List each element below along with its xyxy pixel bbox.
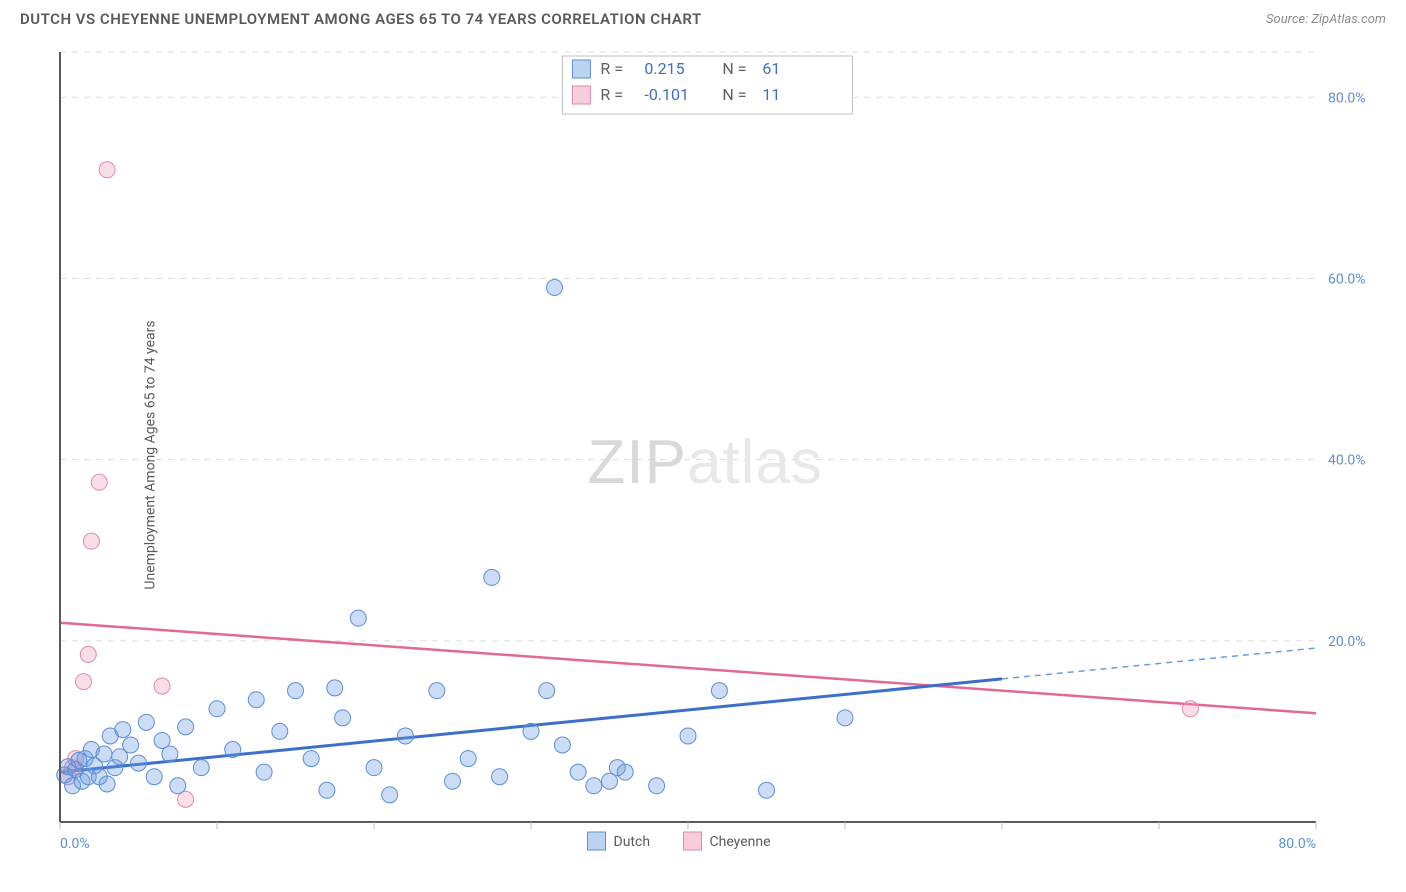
data-point-dutch	[146, 769, 162, 785]
data-point-dutch	[319, 782, 335, 798]
data-point-cheyenne	[91, 474, 107, 490]
y-tick-label: 20.0%	[1328, 634, 1366, 650]
correlation-n-label: N =	[722, 85, 746, 104]
data-point-dutch	[554, 737, 570, 753]
data-point-dutch	[272, 723, 288, 739]
legend-label: Dutch	[614, 834, 651, 850]
trendline-dutch-extrapolated	[1002, 648, 1316, 679]
x-tick-label: 80.0%	[1278, 836, 1316, 852]
data-point-dutch	[397, 728, 413, 744]
y-tick-label: 60.0%	[1328, 271, 1366, 287]
correlation-swatch	[572, 60, 590, 78]
data-point-dutch	[484, 569, 500, 585]
legend-label: Cheyenne	[710, 834, 771, 850]
data-point-dutch	[256, 764, 272, 780]
correlation-r-label: R =	[600, 85, 623, 104]
data-point-dutch	[617, 764, 633, 780]
chart-title: DUTCH VS CHEYENNE UNEMPLOYMENT AMONG AGE…	[20, 10, 702, 28]
data-point-dutch	[649, 778, 665, 794]
data-point-dutch	[570, 764, 586, 780]
correlation-n-value: 11	[762, 85, 780, 104]
legend-swatch	[684, 832, 702, 850]
data-point-dutch	[193, 760, 209, 776]
data-point-dutch	[350, 610, 366, 626]
data-point-dutch	[523, 723, 539, 739]
data-point-dutch	[209, 701, 225, 717]
data-point-dutch	[303, 751, 319, 767]
watermark: ZIPatlas	[588, 428, 823, 497]
data-point-dutch	[162, 746, 178, 762]
data-point-dutch	[138, 714, 154, 730]
data-point-dutch	[837, 710, 853, 726]
data-point-dutch	[96, 746, 112, 762]
data-point-dutch	[382, 787, 398, 803]
correlation-n-label: N =	[722, 59, 746, 78]
correlation-r-value: 0.215	[644, 59, 684, 78]
correlation-r-label: R =	[600, 59, 623, 78]
data-point-dutch	[123, 737, 139, 753]
data-point-cheyenne	[154, 678, 170, 694]
data-point-dutch	[225, 742, 241, 758]
data-point-dutch	[288, 683, 304, 699]
chart-source: Source: ZipAtlas.com	[1266, 12, 1386, 27]
correlation-n-value: 61	[762, 59, 780, 78]
data-point-dutch	[429, 683, 445, 699]
correlation-swatch	[572, 86, 590, 104]
chart-area: Unemployment Among Ages 65 to 74 years Z…	[50, 48, 1386, 862]
data-point-dutch	[115, 722, 131, 738]
correlation-r-value: -0.101	[644, 85, 689, 104]
data-point-dutch	[711, 683, 727, 699]
y-axis-label: Unemployment Among Ages 65 to 74 years	[143, 320, 159, 589]
data-point-dutch	[460, 751, 476, 767]
scatter-chart: ZIPatlas 0.0% 80.0% 20.0% 40.0% 60.0% 80.0% R =…	[50, 48, 1386, 862]
data-point-dutch	[586, 778, 602, 794]
y-tick-label: 80.0%	[1328, 90, 1366, 106]
data-point-dutch	[99, 776, 115, 792]
data-point-cheyenne	[80, 646, 96, 662]
data-point-dutch	[131, 755, 147, 771]
chart-header: DUTCH VS CHEYENNE UNEMPLOYMENT AMONG AGE…	[0, 0, 1406, 34]
data-point-dutch	[445, 773, 461, 789]
data-point-dutch	[178, 719, 194, 735]
data-point-dutch	[366, 760, 382, 776]
legend-swatch	[588, 832, 606, 850]
data-point-cheyenne	[83, 533, 99, 549]
data-point-cheyenne	[76, 674, 92, 690]
data-point-dutch	[680, 728, 696, 744]
y-tick-label: 40.0%	[1328, 453, 1366, 469]
data-point-dutch	[547, 280, 563, 296]
data-point-dutch	[170, 778, 186, 794]
data-point-dutch	[248, 692, 264, 708]
data-point-dutch	[492, 769, 508, 785]
data-point-cheyenne	[1182, 701, 1198, 717]
data-point-dutch	[759, 782, 775, 798]
data-point-dutch	[539, 683, 555, 699]
x-tick-label: 0.0%	[60, 836, 90, 852]
data-point-dutch	[327, 680, 343, 696]
chart-legend: Dutch Cheyenne	[588, 832, 771, 850]
data-point-dutch	[335, 710, 351, 726]
data-point-cheyenne	[99, 162, 115, 178]
